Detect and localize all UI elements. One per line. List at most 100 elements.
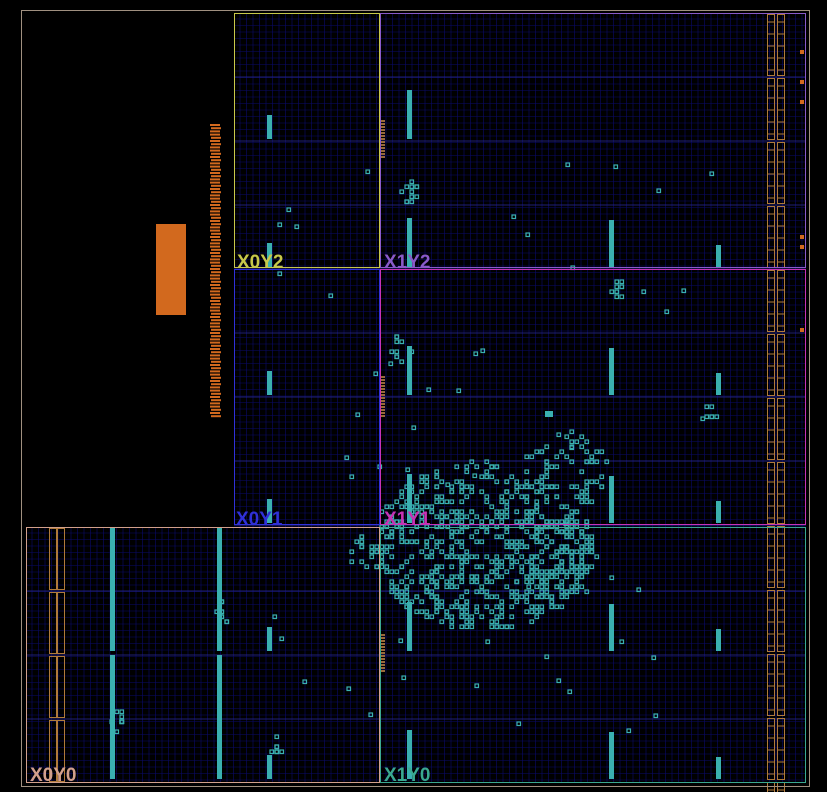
io-pin xyxy=(211,271,221,274)
placed-cell xyxy=(534,604,540,610)
placed-cell xyxy=(404,604,410,610)
placed-cell xyxy=(509,589,515,595)
io-pin xyxy=(210,242,220,245)
placed-cell xyxy=(579,434,585,440)
placed-cell xyxy=(424,614,430,620)
placed-cell xyxy=(449,619,455,625)
placed-cell xyxy=(494,619,500,625)
placed-cell xyxy=(539,549,545,555)
placed-cell xyxy=(277,271,283,277)
io-pin xyxy=(379,397,385,399)
io-pin xyxy=(210,149,220,152)
placed-cell xyxy=(524,559,530,565)
placed-cell xyxy=(469,554,475,560)
io-pin xyxy=(211,303,221,306)
io-column xyxy=(777,270,785,332)
io-pin xyxy=(210,130,220,133)
placed-cell xyxy=(434,609,440,615)
dsp-column xyxy=(110,527,115,651)
placed-cell xyxy=(419,549,425,555)
clock-region-x0y1 xyxy=(234,269,380,525)
placed-cell xyxy=(459,544,465,550)
placed-cell xyxy=(414,194,420,200)
placed-cell xyxy=(569,554,575,560)
placed-cell xyxy=(519,554,525,560)
placed-cell xyxy=(614,289,620,295)
placed-cell xyxy=(454,574,460,580)
placed-cell xyxy=(456,388,462,394)
io-pin xyxy=(379,649,385,651)
placed-cell xyxy=(549,569,555,575)
io-pin xyxy=(379,667,385,669)
placed-cell xyxy=(564,549,570,555)
placed-cell xyxy=(529,554,535,560)
placed-cell xyxy=(449,574,455,580)
placed-cell xyxy=(434,474,440,480)
placed-cell xyxy=(524,509,530,515)
placed-cell xyxy=(584,489,590,495)
io-column xyxy=(777,206,785,268)
placed-cell xyxy=(439,499,445,505)
placed-cell xyxy=(394,584,400,590)
io-pin xyxy=(211,232,221,235)
io-pin xyxy=(211,216,221,219)
io-pin xyxy=(210,412,220,414)
placed-cell xyxy=(619,639,625,645)
placed-cell xyxy=(544,444,550,450)
placed-cell xyxy=(599,474,605,480)
placed-cell xyxy=(511,214,517,220)
placed-cell xyxy=(509,554,515,560)
placed-cell xyxy=(359,534,365,540)
io-pin xyxy=(800,80,804,84)
placed-cell xyxy=(549,554,555,560)
io-pin xyxy=(211,408,221,411)
placed-cell xyxy=(449,549,455,555)
placed-cell xyxy=(559,504,565,510)
placed-cell xyxy=(563,521,569,527)
placed-cell xyxy=(534,614,540,620)
io-column xyxy=(777,334,785,396)
placed-cell xyxy=(544,474,550,480)
placed-cell xyxy=(424,574,430,580)
placed-cell xyxy=(564,594,570,600)
placed-cell xyxy=(419,479,425,485)
io-column xyxy=(777,398,785,460)
placed-cell xyxy=(499,499,505,505)
placed-cell xyxy=(564,569,570,575)
placed-cell xyxy=(594,459,600,465)
placed-cell xyxy=(494,514,500,520)
placed-cell xyxy=(579,529,585,535)
dsp-column xyxy=(407,474,412,523)
placed-cell xyxy=(469,459,475,465)
dsp-column xyxy=(267,499,272,523)
placed-cell xyxy=(119,719,125,725)
io-pin xyxy=(379,640,385,642)
placed-cell xyxy=(469,614,475,620)
placed-cell xyxy=(409,484,415,490)
placed-cell xyxy=(524,594,530,600)
placed-cell xyxy=(539,579,545,585)
placed-cell xyxy=(594,449,600,455)
placed-cell xyxy=(613,164,619,170)
placed-cell xyxy=(539,539,545,545)
placed-cell xyxy=(399,599,405,605)
placed-cell xyxy=(579,549,585,555)
placed-cell xyxy=(444,579,450,585)
placed-cell xyxy=(434,494,440,500)
placed-cell xyxy=(344,455,350,461)
placed-cell xyxy=(419,609,425,615)
placed-cell xyxy=(389,534,395,540)
io-pin xyxy=(379,391,385,393)
io-pin xyxy=(211,344,221,347)
placed-cell xyxy=(399,594,405,600)
dsp-column xyxy=(267,243,272,267)
placed-cell xyxy=(474,589,480,595)
placed-cell xyxy=(419,514,425,520)
placed-cell xyxy=(474,539,480,545)
io-pin xyxy=(211,376,221,379)
io-column xyxy=(777,654,785,716)
io-pin xyxy=(379,652,385,654)
io-pin xyxy=(210,341,220,344)
